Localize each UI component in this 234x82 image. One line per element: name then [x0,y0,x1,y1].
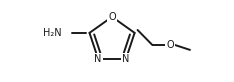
Text: O: O [166,40,174,50]
Text: O: O [108,12,116,22]
Text: N: N [122,54,130,64]
Text: N: N [95,54,102,64]
Text: H₂N: H₂N [43,28,62,38]
